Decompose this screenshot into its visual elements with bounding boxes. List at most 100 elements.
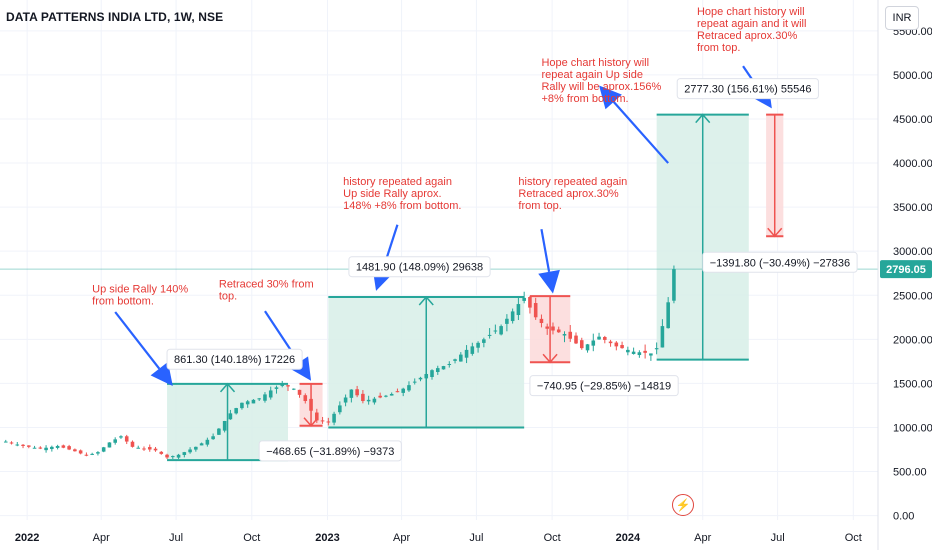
candle-body xyxy=(3,441,8,443)
candle-body xyxy=(147,447,152,450)
candle-body xyxy=(401,388,405,393)
measure-label-box xyxy=(702,251,858,273)
currency-button[interactable]: INR xyxy=(885,6,919,30)
annotation-arrow-line xyxy=(114,311,161,370)
candle-body xyxy=(585,344,590,351)
candle-body xyxy=(424,373,429,379)
candle-body xyxy=(516,304,521,316)
candle-body xyxy=(505,318,509,324)
measure-label-text: 1481.90 (148.09%) 29638 xyxy=(356,262,483,274)
candle-body xyxy=(597,336,601,340)
candle-body xyxy=(50,446,54,450)
annotation-text: history repeated again Up side Rally apro… xyxy=(343,176,461,212)
time-tick-label: Jul xyxy=(771,532,785,544)
candle-body xyxy=(38,447,43,449)
annotation-arrowhead xyxy=(538,269,560,294)
price-tick-label: 0.00 xyxy=(893,511,914,523)
candle-body xyxy=(113,439,117,443)
time-axis[interactable]: 2022 Apr Jul Oct 2023 Apr Jul Oct 2024 Apr Jul Oct xyxy=(15,532,862,544)
price-tick-label: 1500.00 xyxy=(893,378,932,390)
measure-label: 1481.90 (148.09%) 29638 xyxy=(348,256,491,278)
candle-body xyxy=(291,388,296,390)
candle-body xyxy=(441,366,446,370)
measure-label-box xyxy=(676,78,819,100)
candle-body xyxy=(245,401,250,405)
candle-body xyxy=(217,428,221,435)
measure-label: −1391.80 (−30.49%) −27836 xyxy=(702,251,858,273)
measure-zones xyxy=(167,113,784,462)
candle-body xyxy=(384,395,388,397)
candle-body xyxy=(182,452,187,455)
candle-body xyxy=(487,334,492,336)
candle-body xyxy=(9,442,14,444)
time-tick-label: Apr xyxy=(393,532,410,544)
candle-body xyxy=(395,391,400,393)
candle-body xyxy=(562,334,567,336)
candle-body xyxy=(620,345,624,349)
candle-body xyxy=(574,335,578,344)
candle-body xyxy=(470,346,475,354)
candle-body xyxy=(44,447,48,451)
candle-body xyxy=(257,398,261,400)
candle-body xyxy=(228,413,233,420)
candle-body xyxy=(142,448,146,450)
price-tick-label: 4000.00 xyxy=(893,158,932,170)
candle-body xyxy=(672,269,676,301)
candle-body xyxy=(171,456,175,458)
time-tick-label: 2024 xyxy=(616,532,641,544)
candlestick-series xyxy=(3,265,676,460)
price-tick-label: 5000.00 xyxy=(893,70,932,82)
candle-body xyxy=(27,445,31,447)
candle-body xyxy=(84,454,89,456)
measure-zone-arrowhead xyxy=(767,227,783,238)
candle-body xyxy=(361,393,365,402)
candle-body xyxy=(631,351,636,354)
candle-body xyxy=(551,326,555,331)
annotation-text: Hope chart history will repeat again Up s… xyxy=(541,57,661,105)
measure-label-box xyxy=(529,375,679,397)
candle-body xyxy=(608,341,613,344)
candle-body xyxy=(188,449,192,453)
candle-body xyxy=(268,390,273,398)
time-tick-label: 2022 xyxy=(15,532,39,544)
candle-body xyxy=(637,352,642,356)
candle-body xyxy=(176,454,181,458)
candle-body xyxy=(366,399,371,402)
time-tick-label: Apr xyxy=(93,532,110,544)
price-tick-label: 3500.00 xyxy=(893,202,932,214)
measure-label: 2777.30 (156.61%) 55546 xyxy=(676,78,819,100)
candle-body xyxy=(539,318,544,324)
candle-body xyxy=(332,413,336,423)
candle-body xyxy=(349,389,354,398)
candle-body xyxy=(626,349,630,353)
annotation-texts: Up side Rally 140% from bottom. Retraced 3… xyxy=(92,6,806,308)
annotation-arrowhead xyxy=(599,85,622,110)
candle-body xyxy=(309,398,313,411)
time-tick-label: Oct xyxy=(544,532,561,544)
candle-body xyxy=(67,446,71,450)
measure-zone-arrowhead xyxy=(418,295,434,306)
candle-body xyxy=(372,398,377,403)
candle-body xyxy=(528,297,532,308)
price-tick-label: 500.00 xyxy=(893,467,927,479)
candle-body xyxy=(194,446,198,450)
candle-body xyxy=(389,393,394,396)
measure-label: −468.65 (−31.89%) −9373 xyxy=(258,440,402,462)
candle-body xyxy=(482,339,486,343)
measure-label: −740.95 (−29.85%) −14819 xyxy=(529,375,679,397)
measure-zone-arrowhead xyxy=(542,353,558,364)
price-tick-label: 2500.00 xyxy=(893,290,932,302)
annotation-arrow-line xyxy=(612,101,669,164)
candle-body xyxy=(61,445,66,448)
candle-body xyxy=(159,451,164,454)
lightning-icon[interactable]: ⚡ xyxy=(672,494,694,516)
measure-label-box xyxy=(258,440,402,462)
price-tick-label: 4500.00 xyxy=(893,114,932,126)
candle-body xyxy=(568,331,573,339)
candle-body xyxy=(165,454,169,458)
candle-body xyxy=(96,452,100,454)
candle-body xyxy=(107,442,112,448)
symbol-title: DATA PATTERNS INDIA LTD, 1W, NSE xyxy=(6,10,224,24)
candle-body xyxy=(533,303,538,318)
